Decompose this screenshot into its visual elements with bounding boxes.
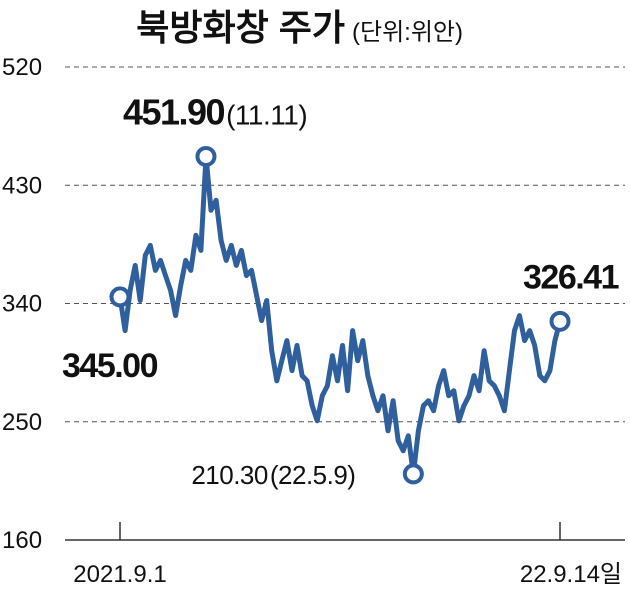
y-tick-label: 160 — [2, 527, 42, 554]
annotation: (22.5.9) — [270, 460, 356, 490]
chart-title: 북방화창 주가 — [136, 7, 345, 48]
y-tick-label: 250 — [2, 409, 42, 436]
value-label: 326.41 — [523, 258, 619, 296]
point-marker — [402, 463, 424, 485]
value-label: 210.30 — [191, 460, 268, 490]
annotation: (11.11) — [226, 99, 307, 130]
y-tick-label: 430 — [2, 172, 42, 199]
point-marker — [109, 286, 131, 308]
value-label: 451.90 — [123, 91, 225, 132]
point-marker — [195, 145, 217, 167]
x-tick-label: 22.9.14일 — [520, 561, 622, 588]
x-tick-label: 2021.9.1 — [73, 561, 166, 588]
chart-subtitle: (단위:위안) — [352, 19, 463, 46]
y-tick-label: 520 — [2, 54, 42, 81]
price-line — [117, 154, 563, 477]
y-tick-label: 340 — [2, 291, 42, 318]
value-label: 345.00 — [62, 347, 158, 385]
point-marker — [549, 310, 571, 332]
